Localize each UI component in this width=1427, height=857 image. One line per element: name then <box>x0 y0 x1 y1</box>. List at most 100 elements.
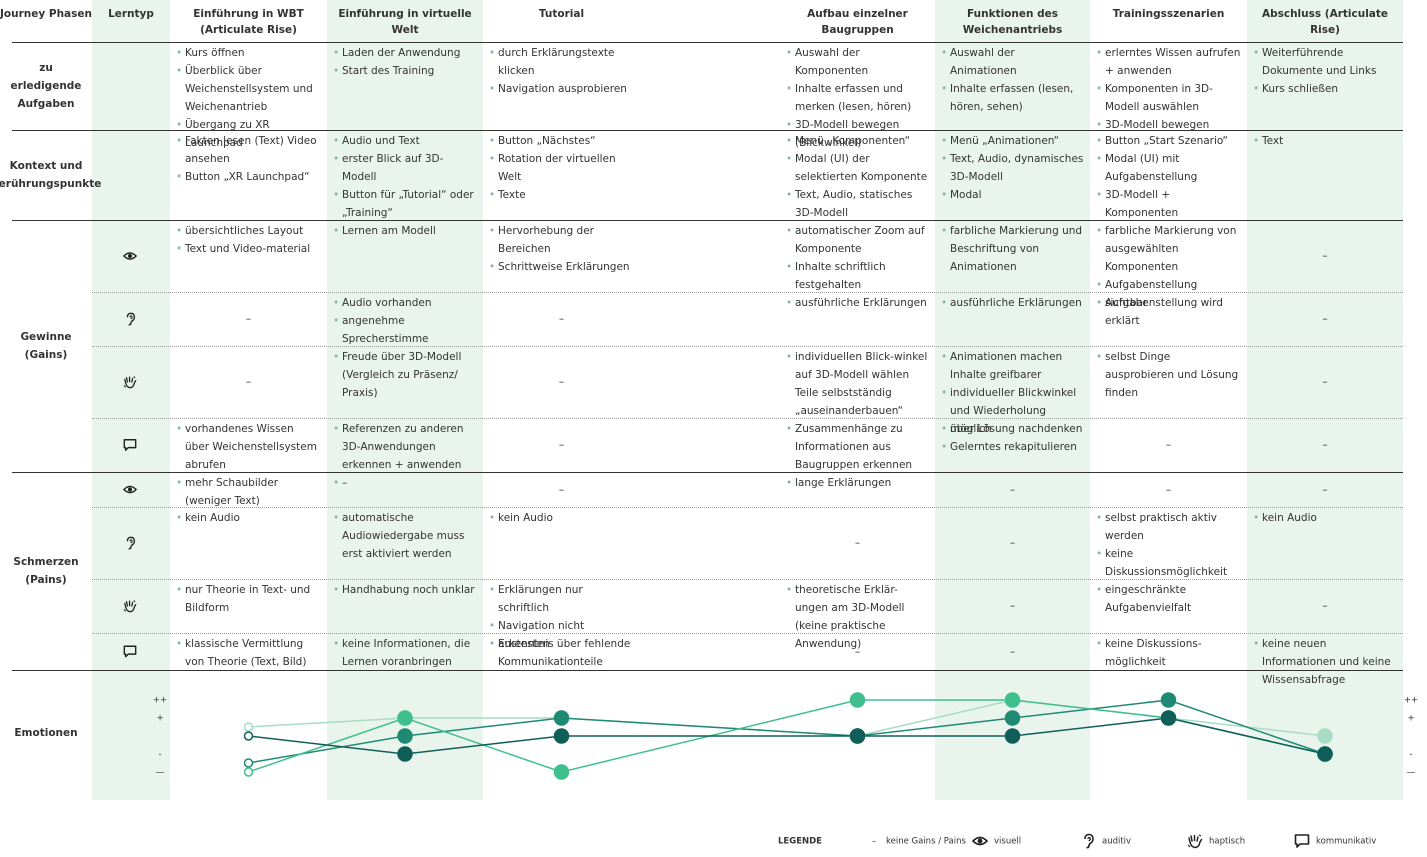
row-divider <box>12 670 1403 671</box>
no-entry: – <box>1009 645 1016 658</box>
no-entry: – <box>1009 483 1016 496</box>
row-divider <box>92 633 1403 634</box>
emotion-point <box>1004 728 1021 744</box>
cell-item: Rotation der virtuellen Welt <box>489 150 634 186</box>
cell-item: Modal <box>941 186 1084 204</box>
emotion-point <box>1317 728 1333 744</box>
cell: eingeschränkte Aufgabenvielfalt <box>1096 581 1241 617</box>
row-divider <box>92 507 1403 508</box>
section-label: Gewinne (Gains) <box>20 331 72 361</box>
section-label: Schmerzen (Pains) <box>13 556 79 586</box>
cell-item: selbst praktisch aktiv werden <box>1096 509 1241 545</box>
cell: Audio vorhandenangenehme Sprecherstimme <box>333 294 477 348</box>
cell-item: Weiterführende Dokumente und Links <box>1253 44 1397 80</box>
cell-item: automatischer Zoom auf Komponente <box>786 222 929 258</box>
cell: Hervorhebung der BereichenSchrittweise E… <box>489 222 634 276</box>
cell-item: Inhalte schriftlich festgehalten <box>786 258 929 294</box>
cell-item: über Lösung nachdenken <box>941 420 1084 438</box>
no-entry: – <box>1322 250 1328 262</box>
cell-item: erster Blick auf 3D-Modell <box>333 150 477 186</box>
row-label: Emotionen <box>14 727 78 739</box>
cell-item: vorhandenes Wissen über Weichenstellsyst… <box>176 420 321 474</box>
column-header: Einführung in WBT (Articulate Rise) <box>193 8 304 36</box>
row-divider <box>92 346 1403 347</box>
emotion-point <box>849 728 866 744</box>
no-entry: – <box>1322 376 1328 388</box>
cell-item: Komponenten in 3D-Modell auswählen <box>1096 80 1241 116</box>
lerntyp-icon <box>126 312 136 326</box>
cell-item: Überblick über Weichenstellsystem und We… <box>176 62 321 116</box>
emotion-point <box>243 767 254 777</box>
legend-icon <box>1294 834 1310 848</box>
column-header: Einführung in virtuelle Welt <box>338 8 472 36</box>
cell: ausführliche Erklärungen <box>786 294 929 312</box>
cell: Freude über 3D-Modell (Vergleich zu Präs… <box>333 348 477 402</box>
cell: keine neuen Informationen und keine Wiss… <box>1253 635 1397 689</box>
cell-item: Freude über 3D-Modell (Vergleich zu Präs… <box>333 348 477 402</box>
cell-item: Aufgabenstellung wird erklärt <box>1096 294 1241 330</box>
cell: Audio und Texterster Blick auf 3D-Modell… <box>333 132 477 222</box>
cell: Aufgabenstellung wird erklärt <box>1096 294 1241 330</box>
cell: vorhandenes Wissen über Weichenstellsyst… <box>176 420 321 474</box>
y-tick-label: ++ <box>1404 696 1418 706</box>
y-tick-label: + <box>156 714 163 724</box>
cell: keine Informationen, die Lernen voranbri… <box>333 635 477 671</box>
no-entry: – <box>854 537 861 549</box>
cell: Fakten lesen (Text) Video ansehenButton … <box>176 132 321 186</box>
legend-icon <box>1084 833 1094 849</box>
cell: übersichtliches LayoutText und Video-mat… <box>176 222 321 258</box>
emotion-point <box>1004 692 1021 708</box>
cell: selbst praktisch aktiv werdenkeine Disku… <box>1096 509 1241 581</box>
cell: individuellen Blick-winkel auf 3D-Modell… <box>786 348 929 420</box>
no-entry: – <box>1322 483 1328 496</box>
cell-item: Auswahl der Komponenten <box>786 44 929 80</box>
cell-item: Kurs schließen <box>1253 80 1397 98</box>
cell-item: Animationen machen Inhalte greifbarer <box>941 348 1084 384</box>
emotion-point <box>243 731 254 741</box>
legend-icon <box>1187 834 1203 849</box>
cell-item: kein Audio <box>176 509 321 527</box>
cell-item: Lernen am Modell <box>333 222 477 240</box>
cell-item: Inhalte erfassen und merken (lesen, höre… <box>786 80 929 116</box>
emotion-point <box>1160 710 1177 726</box>
cell-item: ausführliche Erklärungen <box>786 294 929 312</box>
cell-item: nur Theorie in Text- und Bildform <box>176 581 321 617</box>
emotion-point <box>397 728 413 744</box>
row-label: Kontext und Berührungspunkte <box>0 160 102 190</box>
cell-item: Texte <box>489 186 634 204</box>
cell-item: Erklärungen nur schriftlich <box>489 581 634 617</box>
cell: kein Audio <box>176 509 321 527</box>
cell-item: Laden der Anwendung <box>333 44 477 62</box>
cell-item: Button „Start Szenario“ <box>1096 132 1241 150</box>
emotion-point <box>553 764 570 780</box>
emotion-point <box>397 710 413 726</box>
column-header: Tutorial <box>538 8 585 20</box>
column-shade <box>92 0 170 800</box>
cell: Menü „Animationen“Text, Audio, dynamisch… <box>941 132 1084 204</box>
cell-item: Referenzen zu anderen 3D-Anwendungen erk… <box>333 420 477 474</box>
legend-label: kommunikativ <box>1316 837 1376 847</box>
cell-item: keine neuen Informationen und keine Wiss… <box>1253 635 1397 689</box>
cell: Erkenntnis über fehlende Kommunikationte… <box>489 635 634 671</box>
cell-item: keine Diskussions-möglichkeit <box>1096 635 1241 671</box>
cell: lange Erklärungen <box>786 474 929 492</box>
cell: Auswahl der AnimationenInhalte erfassen … <box>941 44 1084 116</box>
cell: – <box>333 474 477 492</box>
cell-item: keine Diskussionsmöglichkeit <box>1096 545 1241 581</box>
cell: Erklärungen nur schriftlichNavigation ni… <box>489 581 634 653</box>
cell-item: Schrittweise Erklärungen <box>489 258 634 276</box>
cell: automatischer Zoom auf KomponenteInhalte… <box>786 222 929 294</box>
cell-item: farbliche Markierung und Beschriftung vo… <box>941 222 1084 276</box>
cell-item: individuellen Blick-winkel auf 3D-Modell… <box>786 348 929 420</box>
cell-item: Erkenntnis über fehlende Kommunikationte… <box>489 635 634 671</box>
y-tick-label: — <box>156 768 165 778</box>
cell: Handhabung noch unklar <box>333 581 477 599</box>
emotion-point <box>397 746 413 762</box>
y-tick-label: - <box>1409 750 1412 760</box>
cell: Lernen am Modell <box>333 222 477 240</box>
no-entry: – <box>1165 439 1172 451</box>
cell-item: Handhabung noch unklar <box>333 581 477 599</box>
legend-label: visuell <box>994 837 1021 847</box>
cell: Animationen machen Inhalte greifbarerind… <box>941 348 1084 438</box>
